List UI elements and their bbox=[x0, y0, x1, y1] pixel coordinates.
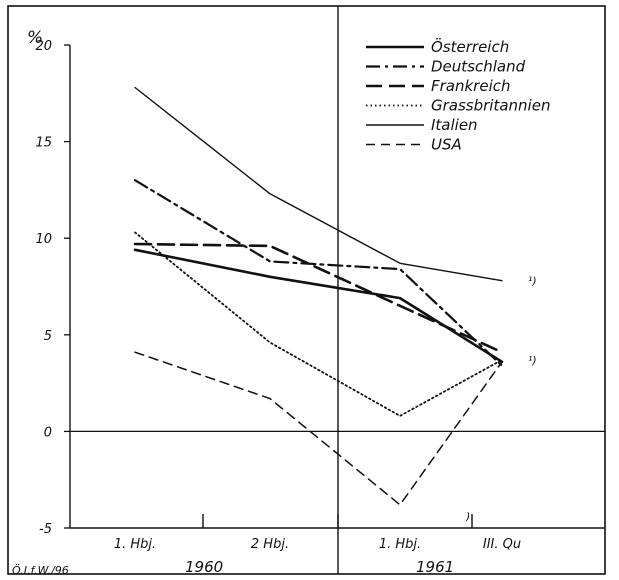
legend-label: USA bbox=[431, 136, 462, 154]
x-ticks: 1. Hbj. 2 Hbj. 1. Hbj. III. Qu bbox=[114, 514, 521, 552]
chart-frame bbox=[7, 5, 606, 575]
legend-label: Grassbritannien bbox=[431, 97, 550, 115]
y-tick-label: 0 bbox=[44, 425, 52, 440]
x-tick-label: 1. Hbj. bbox=[379, 537, 421, 552]
series-lines bbox=[133, 86, 504, 506]
series-line-4 bbox=[134, 86, 503, 282]
series-line-5 bbox=[134, 351, 503, 506]
footnote-marker: ¹) bbox=[528, 275, 537, 288]
year-label-1961: 1961 bbox=[416, 558, 454, 576]
source-note: Ö.I.f.W./96 bbox=[12, 564, 69, 577]
legend-label: Österreich bbox=[431, 37, 509, 56]
footnote-marker: ¹) bbox=[528, 354, 537, 367]
series-line-3 bbox=[134, 231, 503, 417]
legend-label: Deutschland bbox=[431, 58, 526, 76]
y-tick-label: 10 bbox=[35, 232, 52, 247]
x-tick-label: 2 Hbj. bbox=[251, 537, 289, 552]
y-tick-label: 5 bbox=[44, 329, 52, 344]
series-line-0 bbox=[133, 248, 504, 364]
series-line-2 bbox=[133, 242, 504, 354]
legend-label: Italien bbox=[431, 116, 478, 134]
year-label-1960: 1960 bbox=[185, 558, 223, 576]
y-tick-label: 15 bbox=[35, 136, 52, 151]
footnote-marker: ) bbox=[465, 510, 470, 523]
legend-label: Frankreich bbox=[431, 77, 511, 95]
x-tick-label: 1. Hbj. bbox=[114, 537, 156, 552]
y-unit-label: % bbox=[27, 28, 43, 48]
series-line-1 bbox=[133, 179, 504, 367]
x-tick-label: III. Qu bbox=[483, 537, 521, 552]
y-ticks: 20 15 10 5 0 -5 bbox=[35, 39, 605, 537]
y-tick-label: 20 bbox=[35, 39, 52, 54]
y-tick-label: -5 bbox=[39, 522, 52, 537]
annotations: ¹) ¹)) bbox=[465, 275, 537, 523]
